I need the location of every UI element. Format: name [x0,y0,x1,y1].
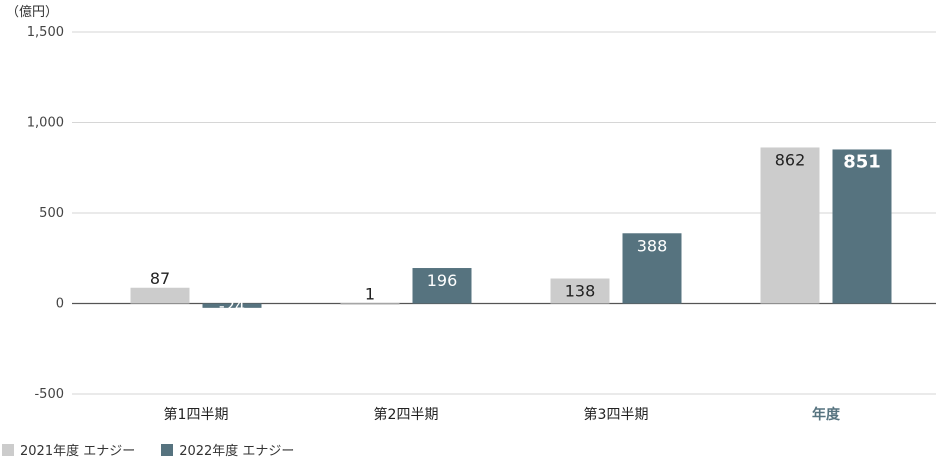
bar-2022-2 [622,233,682,304]
bar-2022-1 [412,268,472,304]
x-tick-label: 年度 [812,406,841,423]
y-axis-unit-label: （億円） [6,4,58,20]
bar-2021-2 [550,278,610,304]
legend-label-2021: 2021年度 エナジー [20,444,136,459]
legend-swatch-2021 [2,443,14,456]
bar-value-label: 862 [775,150,806,169]
bar-value-label: 138 [565,282,596,301]
y-axis-ticks: -500 0 500 1,000 1,500 [27,25,64,402]
y-tick-label: 1,000 [27,116,64,131]
x-axis-ticks: 第1四半期 第2四半期 第3四半期 年度 [164,406,841,423]
bar-value-label: 388 [637,236,668,255]
legend-label-2022: 2022年度 エナジー [179,444,295,459]
bar-2022-0 [202,303,262,308]
bar-2021-1 [340,303,400,305]
legend: 2021年度 エナジー 2022年度 エナジー [2,440,320,459]
bar-value-label: 196 [427,271,458,290]
bar-value-label: 851 [843,151,881,172]
legend-swatch-2022 [161,443,174,456]
bar-value-label: -24 [219,297,245,316]
bar-2021-3 [760,147,820,304]
bar-value-label: 87 [150,269,170,288]
y-tick-label: 500 [39,206,64,221]
bars: 87 -24 1 196 138 388 862 851 [130,147,892,316]
y-tick-label: -500 [34,387,64,402]
bar-value-label: 1 [365,284,375,303]
y-tick-label: 1,500 [27,25,64,40]
x-tick-label: 第1四半期 [164,406,229,423]
legend-item-2021: 2021年度 エナジー [2,440,135,459]
legend-item-2022: 2022年度 エナジー [161,440,294,459]
x-tick-label: 第3四半期 [584,406,649,423]
bar-2022-3 [832,149,892,304]
bar-2021-0 [130,287,190,304]
x-tick-label: 第2四半期 [374,406,439,423]
y-tick-label: 0 [56,297,64,312]
